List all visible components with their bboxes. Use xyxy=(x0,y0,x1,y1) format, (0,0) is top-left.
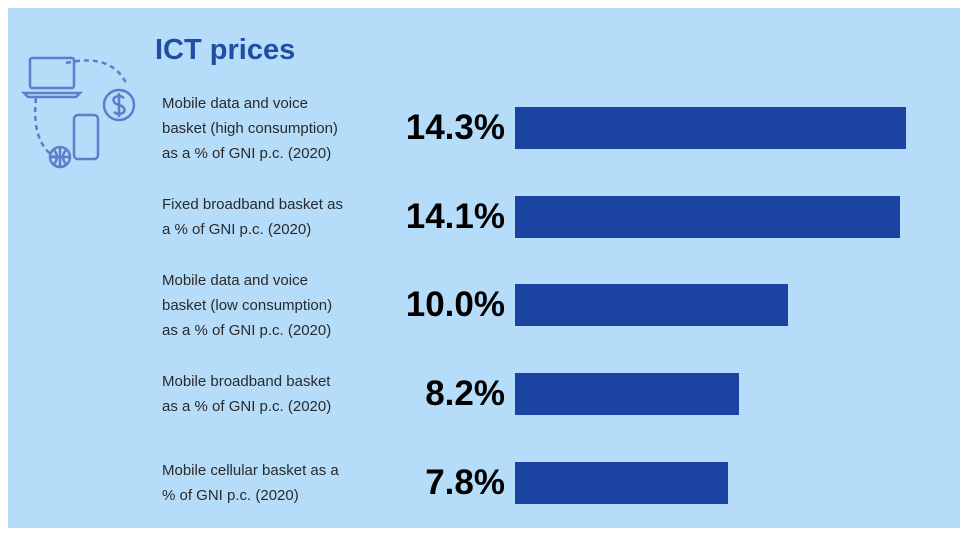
bar-row: Mobile data and voice basket (low consum… xyxy=(8,265,960,345)
ict-icon xyxy=(20,56,136,169)
bar-row: Mobile cellular basket as a % of GNI p.c… xyxy=(8,443,960,523)
value-label: 7.8% xyxy=(425,462,505,502)
category-label: Mobile data and voice basket (low consum… xyxy=(162,271,333,339)
category-label: Mobile cellular basket as a % of GNI p.c… xyxy=(162,461,339,504)
bar xyxy=(515,373,740,416)
value-label: 14.1% xyxy=(405,196,505,236)
bar xyxy=(515,195,901,238)
chart-title: ICT prices xyxy=(155,34,296,66)
value-label: 10.0% xyxy=(405,285,505,325)
bar-row: Mobile data and voice basket (high consu… xyxy=(8,88,960,168)
bar xyxy=(515,284,789,327)
bar-row: Mobile broadband basket as a % of GNI p.… xyxy=(8,354,960,434)
category-label: Mobile broadband basket as a % of GNI p.… xyxy=(162,373,332,416)
category-label: Mobile data and voice basket (high consu… xyxy=(162,94,338,162)
bar xyxy=(515,107,906,149)
panel: ICT prices Mobile data and voice basket … xyxy=(8,8,960,528)
value-label: 14.3% xyxy=(405,108,505,147)
value-label: 8.2% xyxy=(425,374,505,414)
category-label: Fixed broadband basket as a % of GNI p.c… xyxy=(162,195,343,238)
bar xyxy=(515,461,729,504)
bar-row: Fixed broadband basket as a % of GNI p.c… xyxy=(8,177,960,257)
